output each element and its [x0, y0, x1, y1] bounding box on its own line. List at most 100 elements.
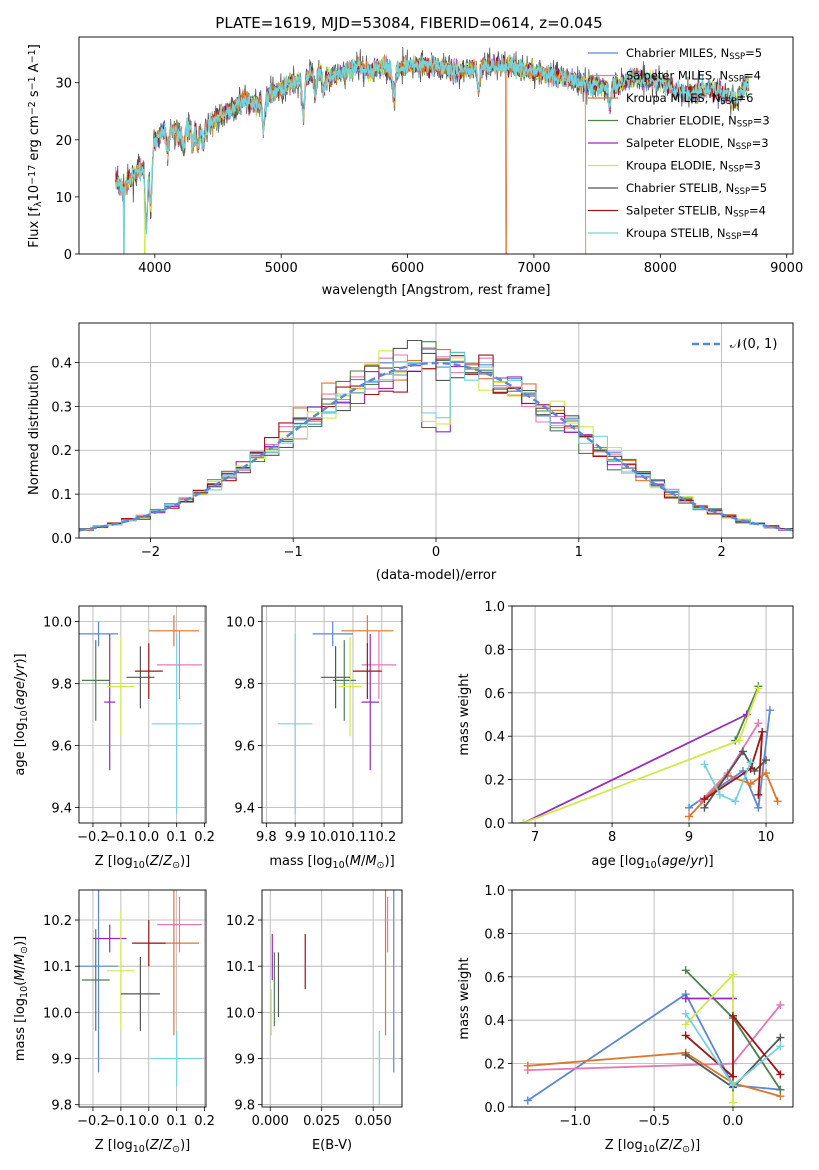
label-part: )] — [690, 1138, 700, 1153]
x-tick-label: 7000 — [517, 261, 550, 276]
x-tick-label: 0.025 — [303, 1114, 340, 1129]
label-part: yr — [689, 854, 705, 869]
x-axis-label: Z [log10(Z/Z⊙)] — [95, 854, 190, 871]
label-part: / — [361, 854, 366, 869]
series-line-kroupa_stelib — [703, 761, 752, 803]
label-part: / — [669, 1138, 674, 1153]
axes-frame — [511, 889, 794, 1108]
x-axis-label: E(B-V) — [312, 1138, 352, 1153]
legend-part: SSP — [721, 97, 737, 107]
point-marker-kroupa_miles — [762, 769, 771, 778]
label-part: / — [686, 854, 691, 869]
legend-part: =3 — [753, 114, 770, 128]
point-marker-kroupa_miles — [773, 797, 782, 806]
point-marker-chabrier_stelib — [681, 1050, 690, 1059]
label-part: λ — [33, 201, 44, 207]
point-marker-kroupa_miles — [685, 812, 694, 821]
axes-frame — [78, 605, 207, 824]
legend-part: =5 — [750, 181, 767, 195]
point-marker-kroupa_stelib — [746, 758, 755, 767]
y-tick-label: 10.2 — [226, 914, 255, 929]
legend-entry: Salpeter ELODIE, NSSP=3 — [626, 136, 769, 152]
x-tick-label: 8000 — [644, 261, 677, 276]
label-part: / — [159, 854, 164, 869]
point-marker-chabrier_elodie — [776, 1085, 785, 1094]
y-tick-label: 9.6 — [51, 740, 72, 755]
label-part: erg cm — [27, 115, 42, 164]
label-part: ( — [13, 705, 28, 710]
y-tick-label: 0.4 — [484, 1014, 505, 1029]
y-tick-label: 0.2 — [484, 1058, 505, 1073]
y-tick-label: 10 — [55, 191, 72, 206]
legend-entry: Salpeter STELIB, NSSP=4 — [626, 204, 766, 220]
label-part: Z — [162, 1138, 173, 1153]
label-part: ( — [657, 854, 662, 869]
label-part: log — [13, 998, 28, 1018]
label-part: 10 — [19, 710, 30, 722]
y-tick-label: 10.0 — [226, 1006, 255, 1021]
point-marker-kroupa_stelib — [731, 797, 740, 806]
axes-frame — [511, 605, 794, 824]
label-part: ⊙ — [682, 1144, 690, 1155]
y-tick-label: 0.3 — [51, 400, 72, 415]
point-marker-kroupa_stelib — [776, 1042, 785, 1051]
panel-3: −0.2−0.1 0.0 0.1 0.29.49.69.810.0Z [log10(Z… — [13, 605, 215, 871]
x-axis-label: age [log10(age/yr)] — [591, 854, 713, 871]
label-part: )] — [703, 854, 713, 869]
label-part: )] — [385, 854, 395, 869]
label-part: ⊙ — [172, 860, 180, 871]
label-part: ] — [27, 44, 42, 49]
legend-part: SSP — [726, 232, 742, 242]
x-tick-label: 0.1 — [166, 1114, 187, 1129]
y-tick-label: 1.0 — [484, 884, 505, 899]
label-part: mass [ — [13, 1018, 28, 1061]
x-tick-label: 9 — [685, 830, 693, 845]
y-tick-label: 9.8 — [51, 678, 72, 693]
x-tick-label: −0.1 — [105, 830, 137, 845]
label-part: −1 — [27, 49, 38, 63]
label-part: ( — [13, 981, 28, 986]
label-part: M — [13, 954, 28, 965]
label-part: log — [623, 1138, 643, 1153]
y-axis-label: Normed distribution — [27, 365, 42, 495]
legend-part: Salpeter ELODIE, N — [626, 136, 736, 150]
point-marker-kroupa_stelib — [681, 1009, 690, 1018]
x-tick-label: 0.0 — [138, 1114, 159, 1129]
point-marker-kroupa_elodie — [519, 819, 528, 823]
x-tick-label: 0.0 — [138, 830, 159, 845]
point-marker-salpeter_stelib — [681, 1031, 690, 1040]
x-tick-label: 0.000 — [252, 1114, 289, 1129]
axes-frame — [78, 36, 794, 255]
point-marker-chabrier_elodie — [681, 966, 690, 975]
label-part: log — [113, 1138, 133, 1153]
point-marker-kroupa_stelib — [700, 760, 709, 769]
legend-entry: Kroupa STELIB, NSSP=4 — [626, 226, 758, 242]
series-line-salpeter_stelib — [685, 1013, 782, 1079]
label-part: M — [365, 854, 376, 869]
y-tick-label: 9.6 — [234, 740, 255, 755]
panel-8: −1.0 −0.5 0.0 0.0 0.2 0.4 0.6 0.8 1.0 mass weight… — [457, 884, 794, 1155]
y-tick-label: 9.8 — [234, 1099, 255, 1114]
y-tick-label: 10.2 — [43, 914, 72, 929]
y-tick-label: 30 — [55, 77, 72, 92]
y-axis-label: mass weight — [457, 957, 472, 1039]
label-part: 10 — [643, 1144, 655, 1155]
x-tick-label: 0.2 — [194, 1114, 215, 1129]
x-tick-label: 2 — [717, 545, 725, 560]
y-tick-label: 0.2 — [51, 444, 72, 459]
point-marker-chabrier_stelib — [700, 803, 709, 812]
legend-part: Chabrier MILES, N — [626, 46, 729, 60]
point-marker-salpeter_stelib — [776, 1070, 785, 1079]
y-tick-label: 0.0 — [484, 817, 505, 832]
point-marker-kroupa_miles — [523, 1061, 532, 1070]
spectrum-line-kroupa_stelib — [115, 54, 750, 254]
y-tick-label: 20 — [55, 134, 72, 149]
axes-frame — [261, 889, 403, 1108]
point-marker-salpeter_stelib — [729, 1011, 738, 1020]
point-marker-salpeter_stelib — [758, 727, 767, 736]
label-part: log — [13, 722, 28, 742]
point-marker-salpeter_stelib — [729, 1072, 738, 1081]
point-marker-kroupa_miles — [746, 779, 755, 788]
